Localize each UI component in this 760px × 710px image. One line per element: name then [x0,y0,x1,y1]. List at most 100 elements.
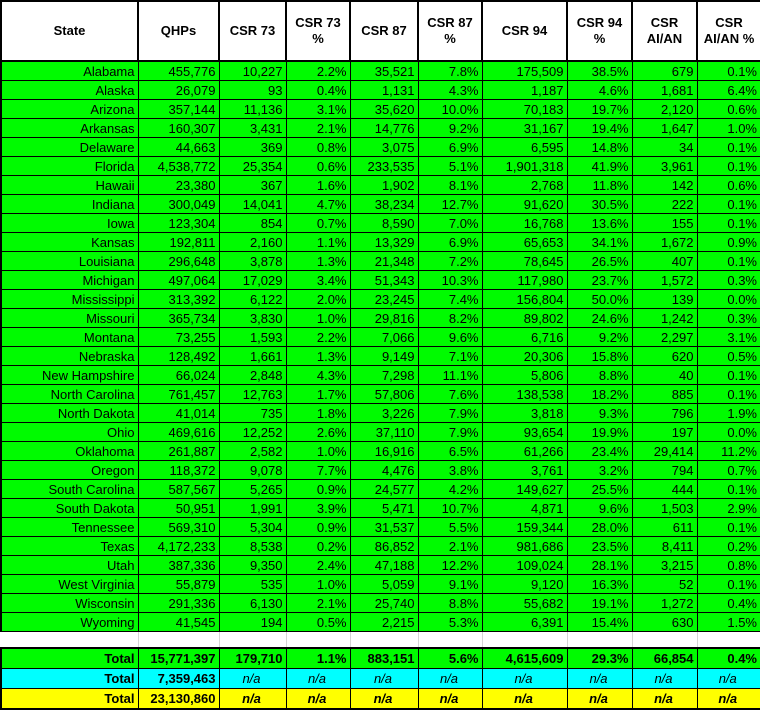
value-cell[interactable]: 1,901,318 [481,156,568,176]
empty-cell[interactable] [696,631,760,649]
value-cell[interactable]: 7,066 [349,327,419,347]
value-cell[interactable]: 6.9% [417,137,483,157]
value-cell[interactable]: 61,266 [481,441,568,461]
value-cell[interactable]: 9.2% [417,118,483,138]
value-cell[interactable]: 1.3% [285,346,351,366]
state-cell[interactable]: Indiana [0,194,139,214]
state-cell[interactable]: Kansas [0,232,139,252]
value-cell[interactable]: 4,172,233 [137,536,220,556]
value-cell[interactable]: 387,336 [137,555,220,575]
value-cell[interactable]: 10.7% [417,498,483,518]
value-cell[interactable]: 2.0% [285,289,351,309]
value-cell[interactable]: 0.5% [285,612,351,632]
value-cell[interactable]: 8.8% [417,593,483,613]
value-cell[interactable]: 2.2% [285,60,351,81]
empty-cell[interactable] [285,631,351,649]
value-cell[interactable]: 9,149 [349,346,419,366]
empty-cell[interactable] [349,631,419,649]
column-header-csr-ai-an[interactable]: CSR AI/AN [631,0,698,62]
value-cell[interactable]: 407 [631,251,698,271]
value-cell[interactable]: 6.4% [696,80,760,100]
value-cell[interactable]: 0.9% [285,479,351,499]
value-cell[interactable]: 0.2% [285,536,351,556]
value-cell[interactable]: 3,878 [218,251,287,271]
state-cell[interactable]: Nebraska [0,346,139,366]
value-cell[interactable]: 2.1% [285,118,351,138]
value-cell[interactable]: 1.0% [285,441,351,461]
value-cell[interactable]: 291,336 [137,593,220,613]
total-value-cell[interactable]: 66,854 [631,647,698,669]
value-cell[interactable]: 24,577 [349,479,419,499]
value-cell[interactable]: 9.6% [417,327,483,347]
value-cell[interactable]: 23,245 [349,289,419,309]
value-cell[interactable]: 0.1% [696,365,760,385]
value-cell[interactable]: 0.0% [696,422,760,442]
value-cell[interactable]: 9,350 [218,555,287,575]
value-cell[interactable]: 0.6% [696,175,760,195]
value-cell[interactable]: 2.1% [285,593,351,613]
value-cell[interactable]: 1,661 [218,346,287,366]
state-cell[interactable]: South Dakota [0,498,139,518]
value-cell[interactable]: 26,079 [137,80,220,100]
value-cell[interactable]: 51,343 [349,270,419,290]
value-cell[interactable]: 2,582 [218,441,287,461]
value-cell[interactable]: 16,768 [481,213,568,233]
state-cell[interactable]: Hawaii [0,175,139,195]
value-cell[interactable]: 9.6% [566,498,633,518]
value-cell[interactable]: 23,380 [137,175,220,195]
state-cell[interactable]: South Carolina [0,479,139,499]
state-cell[interactable]: Delaware [0,137,139,157]
value-cell[interactable]: 569,310 [137,517,220,537]
value-cell[interactable]: 8,411 [631,536,698,556]
value-cell[interactable]: 1.8% [285,403,351,423]
value-cell[interactable]: 15.8% [566,346,633,366]
value-cell[interactable]: 794 [631,460,698,480]
value-cell[interactable]: 14.8% [566,137,633,157]
value-cell[interactable]: 40 [631,365,698,385]
value-cell[interactable]: 159,344 [481,517,568,537]
empty-cell[interactable] [417,631,483,649]
value-cell[interactable]: 156,804 [481,289,568,309]
value-cell[interactable]: 854 [218,213,287,233]
total-value-cell[interactable]: n/a [349,688,419,710]
value-cell[interactable]: 0.4% [696,593,760,613]
value-cell[interactable]: 175,509 [481,60,568,81]
value-cell[interactable]: 469,616 [137,422,220,442]
total-value-cell[interactable]: 1.1% [285,647,351,669]
value-cell[interactable]: 587,567 [137,479,220,499]
value-cell[interactable]: 5,806 [481,365,568,385]
value-cell[interactable]: 128,492 [137,346,220,366]
value-cell[interactable]: 796 [631,403,698,423]
value-cell[interactable]: 6.9% [417,232,483,252]
value-cell[interactable]: 23.5% [566,536,633,556]
value-cell[interactable]: 5.1% [417,156,483,176]
value-cell[interactable]: 3,431 [218,118,287,138]
value-cell[interactable]: 37,110 [349,422,419,442]
state-cell[interactable]: Tennessee [0,517,139,537]
value-cell[interactable]: 3.1% [696,327,760,347]
value-cell[interactable]: 1.0% [285,574,351,594]
value-cell[interactable]: 0.9% [696,232,760,252]
total-value-cell[interactable]: 179,710 [218,647,287,669]
value-cell[interactable]: 12,252 [218,422,287,442]
value-cell[interactable]: 194 [218,612,287,632]
total-value-cell[interactable]: n/a [696,668,760,689]
state-cell[interactable]: North Carolina [0,384,139,404]
state-cell[interactable]: Oklahoma [0,441,139,461]
state-cell[interactable]: Missouri [0,308,139,328]
value-cell[interactable]: 8.1% [417,175,483,195]
empty-cell[interactable] [566,631,633,649]
value-cell[interactable]: 23.7% [566,270,633,290]
value-cell[interactable]: 0.1% [696,384,760,404]
total-value-cell[interactable]: n/a [218,688,287,710]
total-value-cell[interactable]: n/a [349,668,419,689]
value-cell[interactable]: 38.5% [566,60,633,81]
value-cell[interactable]: 0.8% [696,555,760,575]
value-cell[interactable]: 11.1% [417,365,483,385]
column-header-csr-73[interactable]: CSR 73 [218,0,287,62]
value-cell[interactable]: 222 [631,194,698,214]
value-cell[interactable]: 31,167 [481,118,568,138]
value-cell[interactable]: 1.1% [285,232,351,252]
value-cell[interactable]: 19.9% [566,422,633,442]
value-cell[interactable]: 192,811 [137,232,220,252]
